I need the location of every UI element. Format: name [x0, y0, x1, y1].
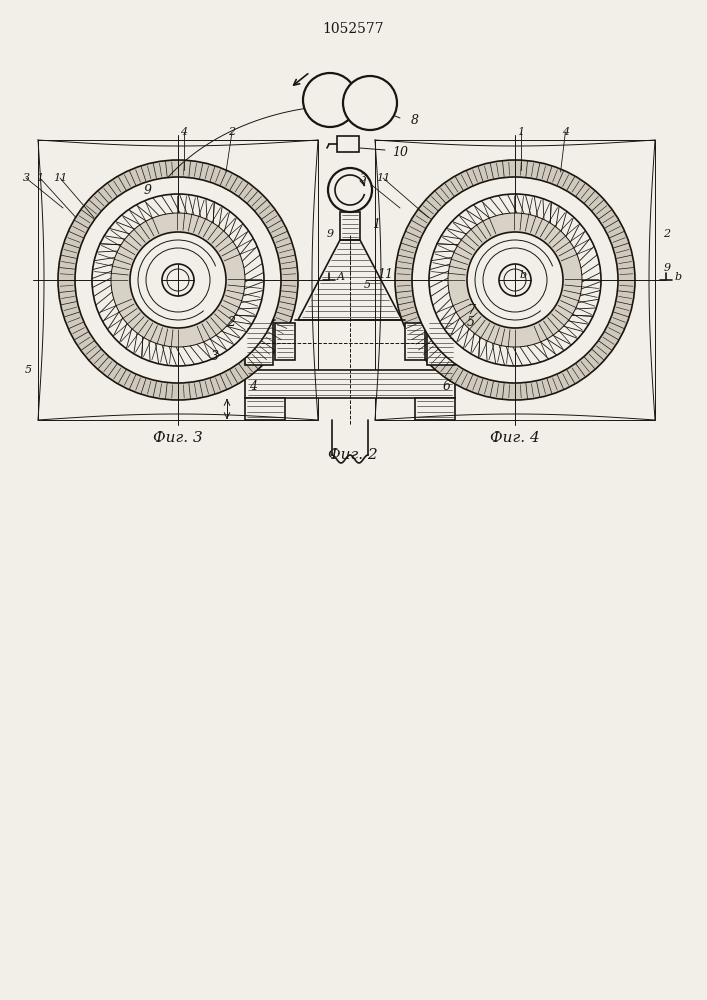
Bar	[245, 370, 455, 398]
Bar	[337, 136, 359, 152]
Circle shape	[412, 177, 618, 383]
Bar	[245, 320, 273, 365]
Bar	[245, 398, 285, 420]
Circle shape	[504, 269, 526, 291]
Bar	[375, 140, 655, 420]
Text: 5: 5	[467, 316, 475, 328]
Text: 2: 2	[228, 127, 235, 137]
Text: Фиг. 3: Фиг. 3	[153, 431, 203, 445]
Text: 3: 3	[211, 351, 219, 363]
Text: A: A	[337, 272, 345, 282]
Bar	[275, 323, 295, 360]
Bar	[427, 320, 455, 365]
Circle shape	[483, 248, 547, 312]
Circle shape	[130, 232, 226, 328]
Text: 6: 6	[443, 379, 451, 392]
Circle shape	[111, 213, 245, 347]
Text: 3: 3	[23, 173, 30, 183]
Circle shape	[448, 213, 582, 347]
Circle shape	[343, 76, 397, 130]
Text: 1052577: 1052577	[322, 22, 384, 36]
Text: b: b	[520, 270, 527, 280]
Text: 9: 9	[663, 263, 670, 273]
Text: 3: 3	[359, 173, 366, 183]
Circle shape	[499, 264, 531, 296]
Text: 1: 1	[372, 219, 380, 232]
Text: 2: 2	[227, 316, 235, 328]
Text: 4: 4	[180, 127, 187, 137]
Text: Фиг. 4: Фиг. 4	[490, 431, 540, 445]
Circle shape	[58, 160, 298, 400]
Text: 10: 10	[392, 146, 408, 159]
Circle shape	[328, 168, 372, 212]
Text: 1: 1	[37, 173, 44, 183]
Text: 11: 11	[376, 173, 390, 183]
Text: 7: 7	[467, 304, 475, 316]
Circle shape	[146, 248, 210, 312]
Circle shape	[75, 177, 281, 383]
Text: 9: 9	[144, 184, 152, 196]
Text: 5: 5	[25, 365, 32, 375]
Bar	[405, 323, 425, 360]
Circle shape	[303, 73, 357, 127]
Text: 5: 5	[363, 280, 370, 290]
Text: 1: 1	[518, 127, 525, 137]
Bar	[340, 212, 360, 240]
Circle shape	[429, 194, 601, 366]
Text: 4: 4	[562, 127, 569, 137]
Text: b: b	[674, 272, 682, 282]
Circle shape	[92, 194, 264, 366]
Text: Фиг. 2: Фиг. 2	[328, 448, 378, 462]
Bar	[38, 140, 318, 420]
Circle shape	[162, 264, 194, 296]
Text: 2: 2	[663, 229, 670, 239]
Circle shape	[467, 232, 563, 328]
Text: 4: 4	[249, 379, 257, 392]
Circle shape	[395, 160, 635, 400]
Text: 8: 8	[411, 113, 419, 126]
Bar	[415, 398, 455, 420]
Text: 11: 11	[377, 268, 393, 282]
Text: 11: 11	[53, 173, 67, 183]
Text: 9: 9	[327, 229, 334, 239]
Circle shape	[167, 269, 189, 291]
